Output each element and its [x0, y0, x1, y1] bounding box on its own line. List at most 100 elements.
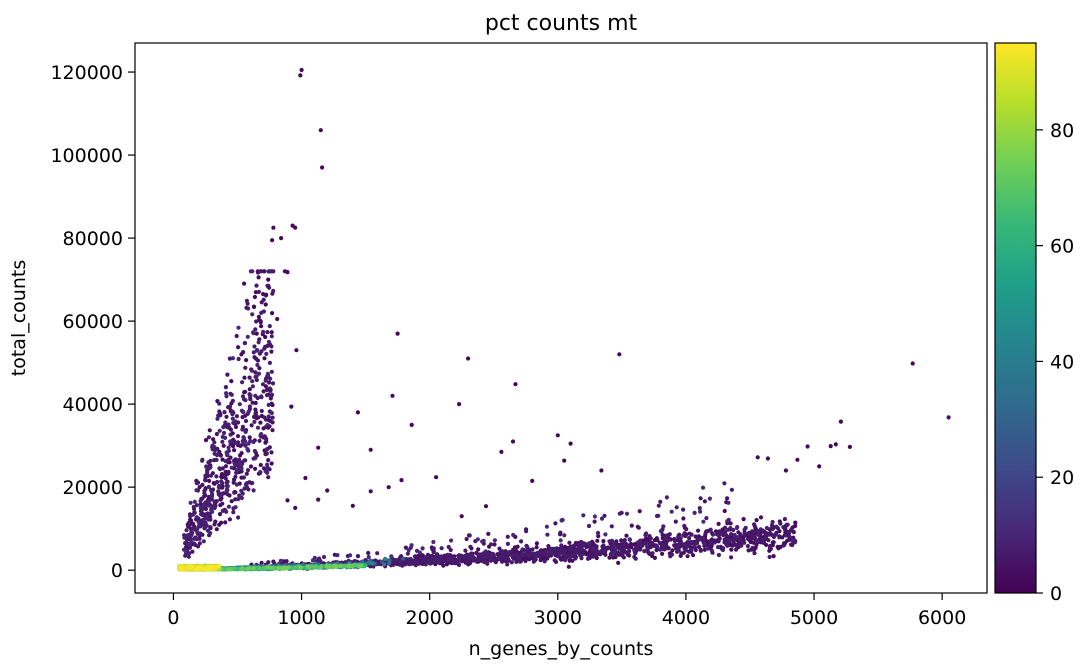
- scatter-point: [250, 423, 254, 427]
- scatter-point: [293, 226, 297, 230]
- x-axis: 0 1000 2000 3000 4000 5000 6000: [167, 593, 966, 629]
- scatter-point: [236, 326, 240, 330]
- scatter-point: [240, 380, 244, 384]
- scatter-point: [256, 415, 260, 419]
- scatter-point: [230, 466, 234, 470]
- scatter-point: [216, 489, 220, 493]
- scatter-point: [238, 402, 242, 406]
- scatter-point: [643, 533, 647, 537]
- scatter-point: [410, 423, 414, 427]
- scatter-point: [506, 542, 510, 546]
- scatter-point: [250, 312, 254, 316]
- scatter-points: [177, 68, 951, 572]
- scatter-point: [247, 410, 251, 414]
- scatter-point: [348, 553, 352, 557]
- scatter-point: [594, 553, 598, 557]
- scatter-point: [670, 510, 674, 514]
- scatter-point: [299, 566, 303, 570]
- scatter-point: [247, 566, 251, 570]
- scatter-point: [457, 556, 461, 560]
- scatter-point: [215, 417, 219, 421]
- scatter-point: [184, 552, 188, 556]
- scatter-point: [208, 525, 212, 529]
- scatter-point: [578, 553, 582, 557]
- scatter-point: [466, 356, 470, 360]
- scatter-point: [249, 464, 253, 468]
- scatter-point: [267, 269, 271, 273]
- scatter-point: [476, 554, 480, 558]
- scatter-point: [242, 475, 246, 479]
- scatter-point: [593, 549, 597, 553]
- scatter-point: [409, 562, 413, 566]
- scatter-point: [236, 497, 240, 501]
- scatter-point: [241, 410, 245, 414]
- y-tick-label: 0: [111, 560, 123, 582]
- scatter-point: [776, 545, 780, 549]
- scatter-point: [224, 459, 228, 463]
- scatter-point: [334, 565, 338, 569]
- scatter-point: [649, 542, 653, 546]
- scatter-point: [490, 558, 494, 562]
- scatter-point: [191, 526, 195, 530]
- scatter-point: [709, 541, 713, 545]
- scatter-point: [230, 412, 234, 416]
- scatter-point: [687, 536, 691, 540]
- scatter-point: [440, 546, 444, 550]
- scatter-point: [431, 540, 435, 544]
- scatter-point: [223, 520, 227, 524]
- scatter-point: [182, 548, 186, 552]
- scatter-point: [630, 524, 634, 528]
- scatter-point: [223, 436, 227, 440]
- scatter-point: [553, 521, 557, 525]
- scatter-point: [252, 415, 256, 419]
- scatter-point: [425, 555, 429, 559]
- scatter-point: [759, 527, 763, 531]
- scatter-point: [759, 515, 763, 519]
- scatter-point: [217, 484, 221, 488]
- scatter-point: [595, 539, 599, 543]
- scatter-point: [356, 410, 360, 414]
- scatter-point: [505, 551, 509, 555]
- scatter-point: [571, 553, 575, 557]
- scatter-point: [789, 536, 793, 540]
- scatter-point: [463, 554, 467, 558]
- scatter-point: [485, 562, 489, 566]
- scatter-point: [191, 513, 195, 517]
- scatter-point: [752, 551, 756, 555]
- scatter-point: [359, 563, 363, 567]
- scatter-point: [243, 341, 247, 345]
- scatter-point: [217, 409, 221, 413]
- scatter-point: [189, 501, 193, 505]
- scatter-point: [316, 498, 320, 502]
- scatter-point: [227, 445, 231, 449]
- scatter-point: [637, 526, 641, 530]
- scatter-point: [244, 419, 248, 423]
- scatter-point: [231, 399, 235, 403]
- scatter-point: [783, 517, 787, 521]
- scatter-point: [410, 543, 414, 547]
- scatter-point: [212, 565, 216, 569]
- scatter-point: [270, 311, 274, 315]
- scatter-point: [369, 489, 373, 493]
- scatter-point: [562, 533, 566, 537]
- scatter-point: [710, 549, 714, 553]
- scatter-point: [209, 474, 213, 478]
- scatter-point: [229, 433, 233, 437]
- scatter-point: [262, 389, 266, 393]
- scatter-point: [275, 317, 279, 321]
- scatter-point: [271, 381, 275, 385]
- scatter-point: [467, 533, 471, 537]
- scatter-point: [665, 495, 669, 499]
- scatter-point: [261, 382, 265, 386]
- scatter-point: [725, 496, 729, 500]
- scatter-point: [617, 352, 621, 356]
- scatter-point: [629, 542, 633, 546]
- scatter-point: [524, 529, 528, 533]
- scatter-point: [435, 552, 439, 556]
- scatter-point: [781, 543, 785, 547]
- scatter-point: [755, 518, 759, 522]
- scatter-point: [553, 552, 557, 556]
- scatter-point: [569, 442, 573, 446]
- scatter-point: [252, 420, 256, 424]
- scatter-point: [726, 538, 730, 542]
